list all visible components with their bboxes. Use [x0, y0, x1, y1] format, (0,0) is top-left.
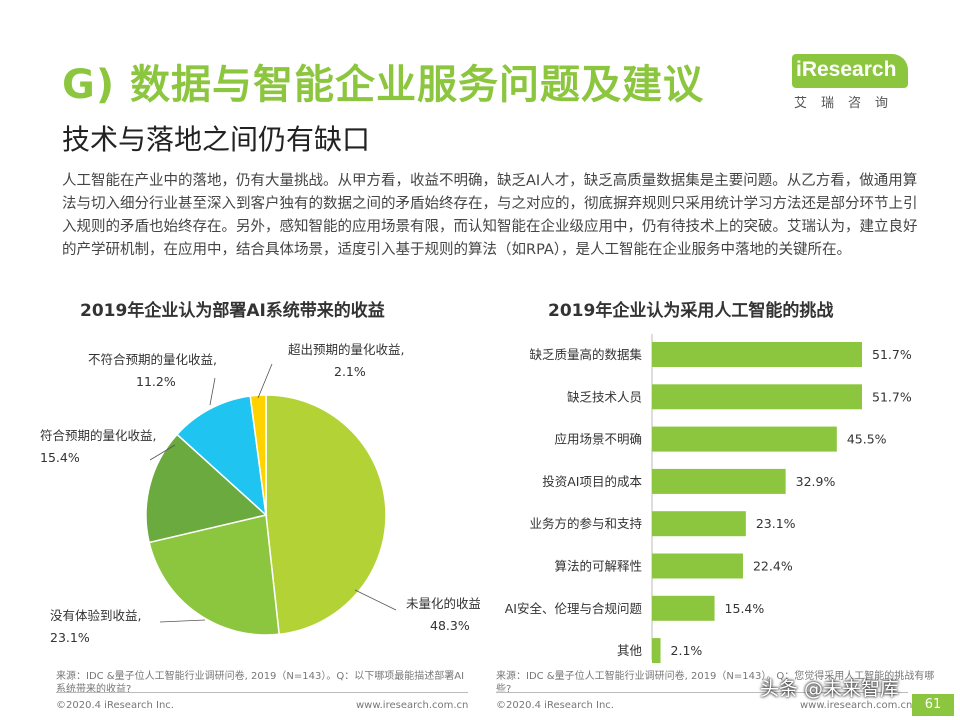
pie-slice — [249, 394, 267, 516]
pie-slice-value: 15.4% — [40, 450, 80, 465]
copyright-left: ©2020.4 iResearch Inc. — [56, 700, 174, 711]
pie-leader-line — [209, 377, 216, 406]
pie-slice-label: 不符合预期的量化收益, — [88, 352, 217, 367]
bar — [652, 595, 715, 621]
intro-paragraph: 人工智能在产业中的落地，仍有大量挑战。从甲方看，收益不明确，缺乏AI人才，缺乏高… — [62, 173, 918, 258]
bar — [652, 553, 743, 579]
bar-value-label: 15.4% — [725, 601, 765, 616]
logo-badge — [792, 54, 908, 88]
pie-leader-line — [354, 589, 397, 611]
pie-slice-label: 符合预期的量化收益, — [40, 428, 156, 443]
bar-category-label: AI安全、伦理与合规问题 — [505, 601, 643, 616]
bar — [652, 638, 661, 664]
benefit-pie-chart: 未量化的收益, 48.3% 没有体验到收益, 23.1% 符合预期的量化收益, 15.4%… — [40, 342, 480, 645]
footer-divider-right — [496, 692, 908, 693]
url-left: www.iresearch.com.cn — [356, 700, 469, 711]
bar-category-label: 算法的可解释性 — [554, 559, 642, 574]
bar-chart-title: 2019年企业认为采用人工智能的挑战 — [548, 301, 834, 321]
logo-name: iResearch — [796, 58, 897, 81]
pie-slice — [148, 514, 280, 636]
bar-value-label: 32.9% — [796, 474, 836, 489]
pie-slice-value: 2.1% — [334, 364, 366, 379]
bar-category-label: 缺乏技术人员 — [567, 389, 642, 404]
bar-value-label: 51.7% — [872, 347, 912, 362]
pie-slice-label: 未量化的收益, — [406, 596, 480, 611]
bar-category-label: 缺乏质量高的数据集 — [529, 347, 642, 362]
url-right: www.iresearch.com.cn — [800, 700, 913, 711]
bar-value-label: 23.1% — [756, 516, 796, 531]
pie-slice — [175, 395, 268, 517]
bar-value-label: 45.5% — [847, 432, 887, 447]
pie-slice-value: 23.1% — [50, 630, 90, 645]
page-subtitle: 技术与落地之间仍有缺口 — [62, 123, 371, 156]
challenge-bar-chart: 缺乏质量高的数据集 51.7% 缺乏技术人员 51.7% 应用场景不明确 45.5% 投资A… — [505, 334, 912, 664]
bar — [652, 342, 862, 367]
bar-category-label: 应用场景不明确 — [554, 432, 642, 447]
bar-category-label: 其他 — [617, 643, 643, 658]
pie-chart-title: 2019年企业认为部署AI系统带来的收益 — [80, 301, 385, 321]
bar — [652, 426, 837, 452]
pie-slice — [145, 433, 268, 544]
watermark: 头条 @未来智库 — [760, 678, 900, 700]
pie-leader-line — [149, 444, 176, 461]
bar-category-label: 投资AI项目的成本 — [542, 474, 642, 489]
page-title: G) 数据与智能企业服务问题及建议 — [62, 62, 705, 108]
bar-value-label: 51.7% — [872, 389, 912, 404]
logo-subtitle: 艾瑞咨询 — [794, 96, 903, 111]
bar-category-label: 业务方的参与和支持 — [529, 516, 642, 531]
pie-slice-label: 超出预期的量化收益, — [288, 342, 404, 357]
pie-leader-line — [257, 363, 273, 399]
iresearch-logo: iResearch 艾瑞咨询 — [788, 54, 908, 111]
pie-slice-value: 11.2% — [136, 374, 176, 389]
pie-slice — [265, 394, 387, 636]
footer-divider-left — [56, 692, 468, 693]
source-note-left: 来源：IDC &量子位人工智能行业调研问卷, 2019（N=143）。Q：以下哪… — [56, 671, 465, 695]
source-note-right: 来源：IDC &量子位人工智能行业调研问卷, 2019（N=143）。Q：您觉得… — [496, 671, 935, 695]
pie-slice-value: 48.3% — [430, 618, 470, 633]
bar — [652, 511, 746, 537]
pie-leader-line — [159, 619, 206, 623]
page-number: 61 — [912, 694, 954, 716]
bar — [652, 468, 786, 494]
pie-slice-label: 没有体验到收益, — [50, 608, 141, 623]
bar-value-label: 2.1% — [671, 643, 703, 658]
bar — [652, 384, 862, 410]
bar-value-label: 22.4% — [753, 559, 793, 574]
copyright-right: ©2020.4 iResearch Inc. — [496, 700, 614, 711]
